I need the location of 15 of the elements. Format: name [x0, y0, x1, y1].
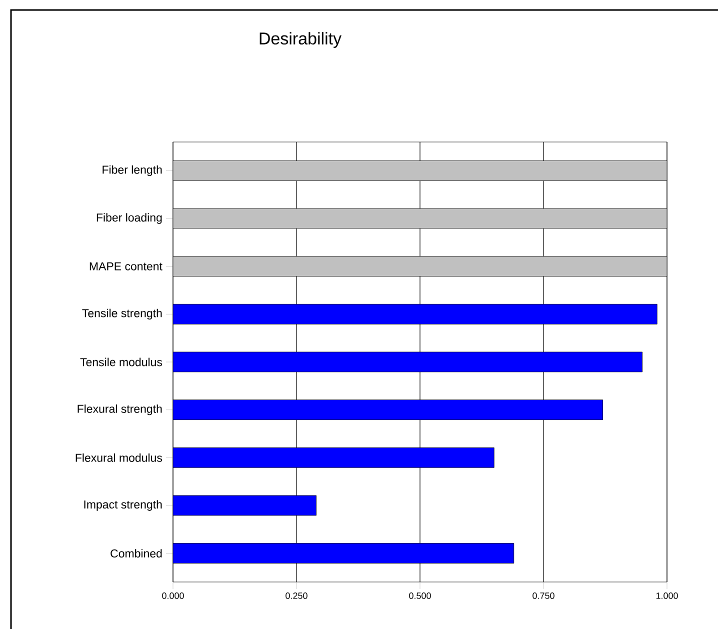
y-tick-label: Combined [110, 549, 162, 558]
x-tick-label: 0.000 [162, 592, 184, 599]
y-tick-label: Tensile strength [82, 308, 162, 320]
y-tick-label: Tensile modulus [80, 358, 162, 366]
x-tick-label: 0.250 [286, 592, 308, 599]
x-tick-label: 0.500 [409, 592, 431, 599]
y-tick-label: Flexural strength [78, 404, 162, 416]
y-tick-label: MAPE content [90, 262, 162, 270]
y-tick-label: Fiber loading [96, 213, 162, 224]
y-tick-label: Flexural modulus [76, 453, 162, 462]
y-tick-label: Fiber length [102, 165, 162, 176]
y-tick-label: Impact strength [84, 500, 162, 511]
chart-title: Desirability [260, 32, 342, 48]
x-tick-label: 1.000 [656, 592, 678, 599]
x-tick-label: 0.750 [532, 592, 554, 599]
